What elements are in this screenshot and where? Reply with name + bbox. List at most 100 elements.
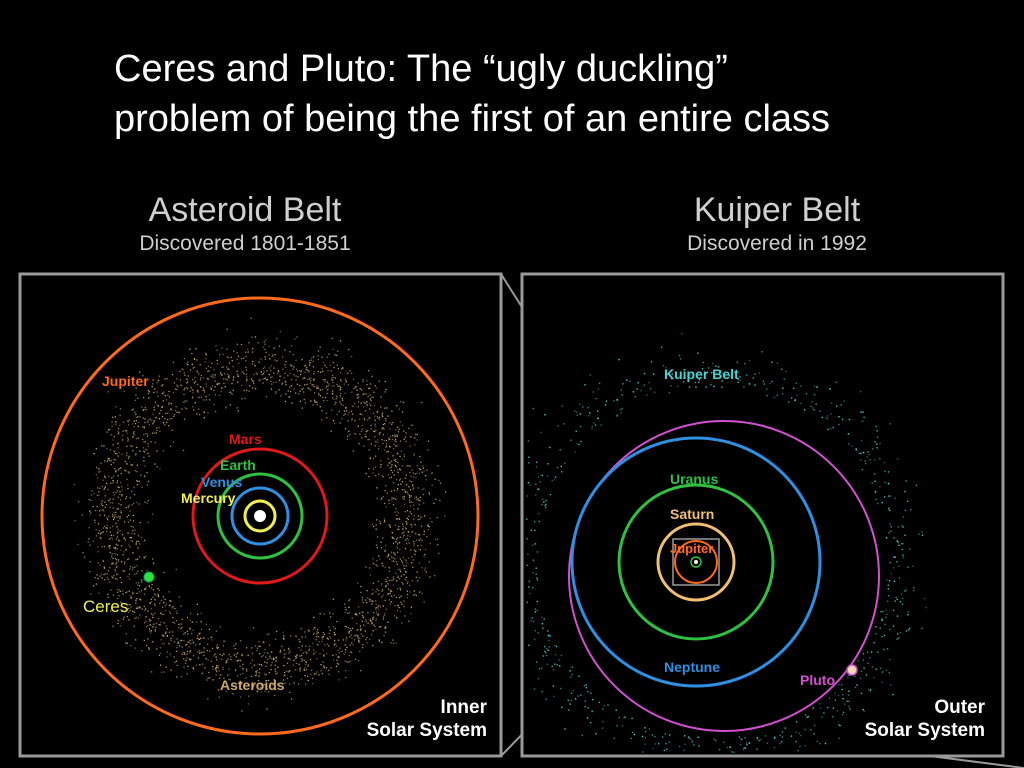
asteroid-dot — [290, 698, 293, 700]
asteroid-dot — [152, 423, 154, 425]
asteroid-dot — [132, 552, 134, 554]
asteroid-dot — [246, 376, 248, 378]
kuiper-object-dot — [548, 634, 550, 637]
asteroid-dot — [216, 646, 218, 648]
asteroid-dot — [266, 688, 268, 690]
asteroid-dot — [185, 378, 187, 380]
asteroid-dot — [390, 436, 392, 438]
kuiper-object-dot — [847, 676, 849, 679]
asteroid-dot — [117, 528, 119, 531]
asteroid-dot — [193, 357, 196, 360]
asteroid-dot — [149, 630, 151, 632]
asteroid-dot — [91, 490, 93, 492]
asteroid-dot — [422, 465, 424, 467]
kuiper-object-dot — [536, 551, 539, 553]
asteroid-dot — [362, 617, 365, 619]
kuiper-object-dot — [561, 706, 563, 708]
asteroid-dot — [135, 453, 137, 455]
asteroid-dot — [285, 384, 287, 386]
asteroid-dot — [296, 336, 298, 338]
asteroid-dot — [339, 379, 342, 381]
asteroid-dot — [277, 666, 279, 668]
asteroid-dot — [399, 589, 402, 591]
asteroid-dot — [166, 421, 168, 424]
asteroid-dot — [268, 354, 270, 356]
kuiper-object-dot — [545, 654, 548, 657]
asteroid-dot — [428, 491, 430, 494]
kuiper-object-dot — [640, 389, 642, 392]
asteroid-dot — [378, 640, 380, 642]
asteroid-dot — [365, 472, 367, 475]
asteroid-dot — [156, 391, 158, 393]
asteroid-dot — [376, 519, 378, 521]
asteroid-dot — [133, 426, 135, 428]
asteroid-dot — [216, 670, 218, 673]
asteroid-dot — [396, 528, 399, 531]
asteroid-dot — [175, 610, 177, 612]
asteroid-dot — [158, 589, 160, 591]
kuiper-object-dot — [847, 433, 850, 435]
asteroid-dot — [438, 552, 440, 555]
asteroid-dot — [325, 412, 328, 414]
asteroid-dot — [399, 536, 401, 538]
asteroid-dot — [221, 654, 223, 657]
asteroid-dot — [385, 608, 387, 610]
asteroid-dot — [163, 391, 165, 393]
asteroid-dot — [293, 366, 295, 368]
asteroid-dot — [276, 360, 278, 362]
asteroid-dot — [300, 657, 302, 660]
kuiper-object-dot — [907, 614, 909, 616]
asteroid-dot — [376, 410, 379, 412]
asteroid-dot — [406, 517, 408, 519]
asteroid-dot — [181, 618, 183, 621]
asteroid-dot — [113, 546, 115, 549]
kuiper-object-dot — [570, 699, 573, 701]
kuiper-object-dot — [631, 717, 633, 720]
kuiper-object-dot — [912, 565, 914, 567]
asteroid-dot — [161, 385, 163, 387]
asteroid-dot — [118, 516, 120, 518]
asteroid-dot — [207, 412, 209, 414]
asteroid-dot — [365, 599, 367, 601]
asteroid-dot — [236, 675, 239, 677]
asteroid-dot — [411, 531, 413, 533]
asteroid-dot — [330, 667, 332, 669]
kuiper-object-dot — [568, 709, 570, 711]
asteroid-dot — [198, 414, 201, 416]
asteroid-dot — [183, 639, 185, 642]
asteroid-dot — [330, 616, 332, 618]
asteroid-dot — [161, 406, 164, 408]
kuiper-object-dot — [816, 386, 818, 388]
asteroid-dot — [423, 601, 425, 603]
asteroid-dot — [412, 488, 415, 490]
asteroid-dot — [317, 358, 319, 361]
asteroid-dot — [374, 415, 376, 417]
kuiper-object-dot — [598, 701, 601, 704]
asteroid-dot — [348, 630, 350, 633]
asteroid-dot — [135, 501, 138, 504]
asteroid-dot — [192, 655, 195, 657]
asteroid-dot — [186, 378, 189, 381]
asteroid-dot — [372, 618, 374, 621]
asteroid-dot — [358, 443, 360, 445]
asteroid-dot — [251, 647, 253, 649]
kuiper-object-dot — [905, 480, 907, 482]
asteroid-dot — [275, 656, 278, 658]
kuiper-object-dot — [560, 465, 562, 467]
kuiper-object-dot — [629, 380, 631, 383]
asteroid-dot — [97, 477, 99, 479]
asteroid-dot — [193, 409, 195, 411]
asteroid-dot — [285, 393, 287, 395]
asteroid-dot — [351, 419, 353, 421]
asteroid-dot — [412, 559, 414, 561]
kuiper-object-dot — [537, 677, 540, 680]
asteroid-dot — [129, 595, 132, 597]
asteroid-dot — [169, 600, 171, 602]
asteroid-dot — [200, 396, 203, 398]
asteroid-dot — [312, 360, 314, 362]
kuiper-object-dot — [823, 712, 825, 714]
asteroid-dot — [118, 539, 120, 542]
asteroid-dot — [332, 659, 335, 661]
asteroid-dot — [378, 639, 380, 641]
asteroid-dot — [423, 487, 425, 489]
